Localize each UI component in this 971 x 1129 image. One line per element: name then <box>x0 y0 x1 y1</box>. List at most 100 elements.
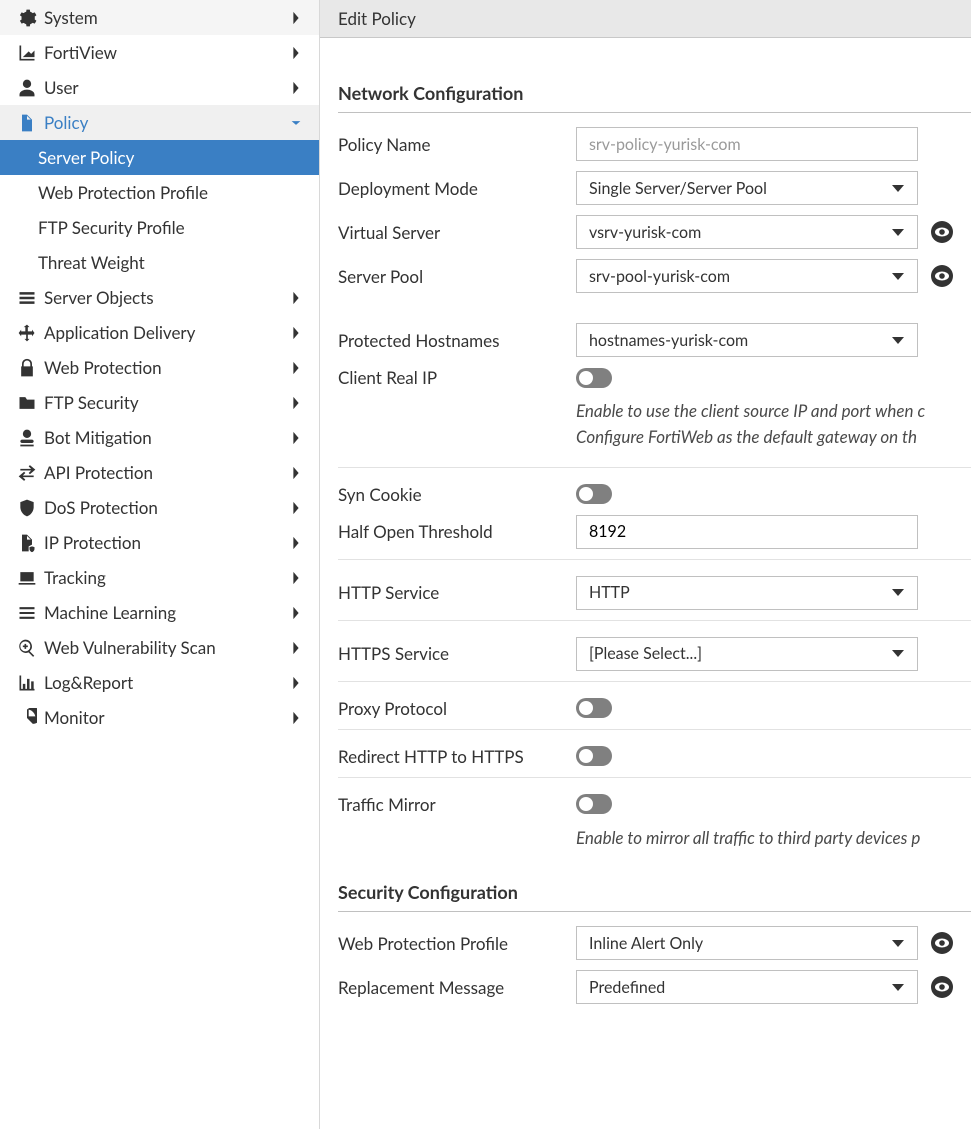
chevron-right-icon <box>287 536 305 550</box>
chevron-right-icon <box>287 606 305 620</box>
web-prot-profile-value: Inline Alert Only <box>589 934 703 953</box>
section-network-config: Network Configuration <box>338 82 971 113</box>
chevron-right-icon <box>287 291 305 305</box>
sidebar-item-server-objects[interactable]: Server Objects <box>0 280 319 315</box>
divider <box>338 777 971 778</box>
chevron-right-icon <box>287 711 305 725</box>
deployment-mode-select[interactable]: Single Server/Server Pool <box>576 171 918 205</box>
deployment-mode-value: Single Server/Server Pool <box>589 179 767 198</box>
server-pool-select[interactable]: srv-pool-yurisk-com <box>576 259 918 293</box>
sidebar-item-web-protection[interactable]: Web Protection <box>0 350 319 385</box>
sidebar-item-system[interactable]: System <box>0 0 319 35</box>
page-title: Edit Policy <box>320 0 971 38</box>
sidebar-item-label: API Protection <box>44 462 287 483</box>
sidebar-item-app-delivery[interactable]: Application Delivery <box>0 315 319 350</box>
sidebar-item-label: Application Delivery <box>44 322 287 343</box>
caret-down-icon <box>891 179 905 198</box>
web-prot-profile-view-button[interactable] <box>928 929 956 957</box>
label-traffic-mirror: Traffic Mirror <box>338 794 576 815</box>
sidebar-item-label: User <box>44 77 287 98</box>
sidebar-item-user[interactable]: User <box>0 70 319 105</box>
web-prot-profile-select[interactable]: Inline Alert Only <box>576 926 918 960</box>
sidebar-item-tracking[interactable]: Tracking <box>0 560 319 595</box>
sidebar-item-label: Monitor <box>44 707 287 728</box>
user-icon <box>14 78 40 98</box>
protected-hostnames-select[interactable]: hostnames-yurisk-com <box>576 323 918 357</box>
menu-icon <box>14 603 40 623</box>
sidebar-item-label: DoS Protection <box>44 497 287 518</box>
chevron-right-icon <box>287 501 305 515</box>
redirect-http-toggle[interactable] <box>576 746 612 766</box>
document-icon <box>14 113 40 133</box>
section-security-config: Security Configuration <box>338 881 971 912</box>
replacement-msg-view-button[interactable] <box>928 973 956 1001</box>
policy-name-input[interactable] <box>576 127 918 161</box>
sidebar-item-log[interactable]: Log&Report <box>0 665 319 700</box>
sidebar-item-monitor[interactable]: Monitor <box>0 700 319 735</box>
chevron-right-icon <box>287 431 305 445</box>
half-open-threshold-input[interactable] <box>576 515 918 549</box>
divider <box>338 620 971 621</box>
chevron-right-icon <box>287 641 305 655</box>
sidebar-item-label: IP Protection <box>44 532 287 553</box>
chevron-right-icon <box>287 676 305 690</box>
folder-icon <box>14 393 40 413</box>
label-web-prot-profile: Web Protection Profile <box>338 933 576 954</box>
virtual-server-view-button[interactable] <box>928 218 956 246</box>
help-traffic-mirror: Enable to mirror all traffic to third pa… <box>576 825 971 851</box>
chevron-right-icon <box>287 361 305 375</box>
sidebar-item-policy[interactable]: Policy <box>0 105 319 140</box>
sidebar-subitem-server-policy[interactable]: Server Policy <box>0 140 319 175</box>
https-service-select[interactable]: [Please Select...] <box>576 637 918 671</box>
virtual-server-select[interactable]: vsrv-yurisk-com <box>576 215 918 249</box>
label-syn-cookie: Syn Cookie <box>338 484 576 505</box>
bot-icon <box>14 428 40 448</box>
sidebar-item-label: FTP Security <box>44 392 287 413</box>
label-replacement-msg: Replacement Message <box>338 977 576 998</box>
syn-cookie-toggle[interactable] <box>576 484 612 504</box>
sidebar-item-label: Log&Report <box>44 672 287 693</box>
label-policy-name: Policy Name <box>338 134 576 155</box>
sidebar-item-fortiview[interactable]: FortiView <box>0 35 319 70</box>
caret-down-icon <box>891 223 905 242</box>
server-pool-view-button[interactable] <box>928 262 956 290</box>
search-plus-icon <box>14 638 40 658</box>
http-service-select[interactable]: HTTP <box>576 576 918 610</box>
move-icon <box>14 323 40 343</box>
chevron-right-icon <box>287 571 305 585</box>
label-http-service: HTTP Service <box>338 582 576 603</box>
replacement-msg-select[interactable]: Predefined <box>576 970 918 1004</box>
sidebar-item-vuln[interactable]: Web Vulnerability Scan <box>0 630 319 665</box>
client-real-ip-toggle[interactable] <box>576 368 612 388</box>
traffic-mirror-toggle[interactable] <box>576 794 612 814</box>
sidebar-item-label: System <box>44 7 287 28</box>
sidebar-item-ip[interactable]: IP Protection <box>0 525 319 560</box>
virtual-server-value: vsrv-yurisk-com <box>589 223 701 242</box>
sidebar-subitem-web-prot[interactable]: Web Protection Profile <box>0 175 319 210</box>
sidebar-item-label: Bot Mitigation <box>44 427 287 448</box>
replacement-msg-value: Predefined <box>589 978 665 997</box>
chevron-right-icon <box>287 46 305 60</box>
sidebar: SystemFortiViewUserPolicyServer PolicyWe… <box>0 0 320 1129</box>
sidebar-item-label: Web Protection <box>44 357 287 378</box>
sidebar-subitem-ftp-sec[interactable]: FTP Security Profile <box>0 210 319 245</box>
chevron-right-icon <box>287 11 305 25</box>
proxy-protocol-toggle[interactable] <box>576 698 612 718</box>
chevron-right-icon <box>287 326 305 340</box>
sidebar-item-ftp-security[interactable]: FTP Security <box>0 385 319 420</box>
sidebar-item-ml[interactable]: Machine Learning <box>0 595 319 630</box>
sidebar-subitem-threat[interactable]: Threat Weight <box>0 245 319 280</box>
sidebar-item-dos[interactable]: DoS Protection <box>0 490 319 525</box>
sidebar-item-bot[interactable]: Bot Mitigation <box>0 420 319 455</box>
caret-down-icon <box>891 331 905 350</box>
label-server-pool: Server Pool <box>338 266 576 287</box>
pie-icon <box>14 708 40 728</box>
https-service-value: [Please Select...] <box>589 644 702 663</box>
divider <box>338 467 971 468</box>
sidebar-item-api[interactable]: API Protection <box>0 455 319 490</box>
caret-down-icon <box>891 978 905 997</box>
lock-icon <box>14 358 40 378</box>
label-virtual-server: Virtual Server <box>338 222 576 243</box>
area-chart-icon <box>14 43 40 63</box>
help-client-real-ip: Enable to use the client source IP and p… <box>576 398 971 451</box>
